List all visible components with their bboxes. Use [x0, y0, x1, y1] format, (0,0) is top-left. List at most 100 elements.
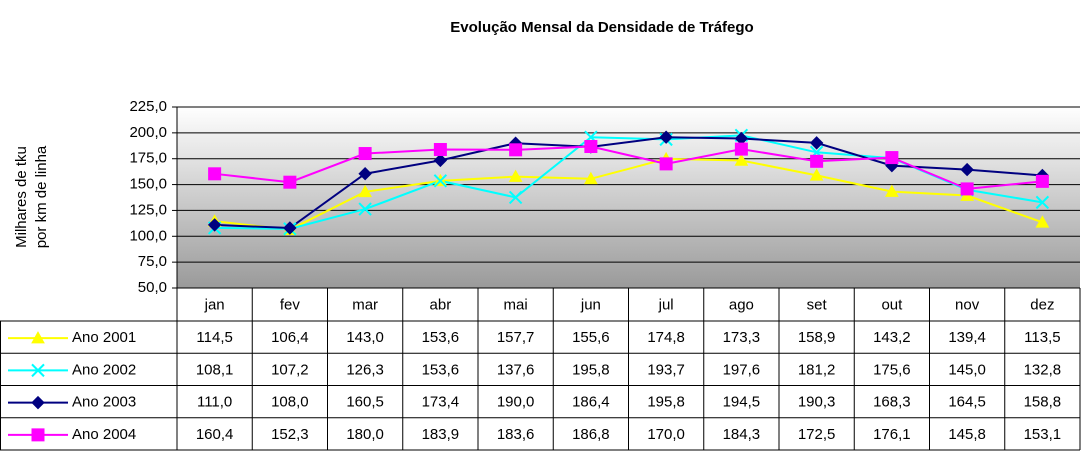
table-value: 137,6 [497, 361, 535, 378]
data-point [810, 154, 824, 168]
x-tick-label: out [881, 296, 903, 313]
table-value: 114,5 [196, 329, 232, 346]
legend-marker [31, 395, 45, 410]
legend-label: Ano 2002 [72, 361, 136, 378]
data-point [584, 140, 598, 154]
table-value: 186,8 [572, 426, 610, 443]
data-point [659, 157, 673, 171]
y-tick-label: 50,0 [138, 279, 167, 296]
data-point [358, 184, 372, 198]
data-point [1035, 195, 1050, 210]
x-tick-label: abr [430, 296, 452, 313]
data-point [358, 147, 372, 161]
y-tick-label: 125,0 [129, 201, 167, 218]
legend-marker [31, 428, 45, 442]
data-point [1035, 215, 1050, 228]
data-point [885, 151, 899, 165]
x-tick-label: jan [204, 296, 225, 313]
data-point [508, 190, 523, 205]
data-point [283, 175, 297, 189]
table-value: 190,0 [497, 394, 535, 411]
table-value: 195,8 [572, 361, 610, 378]
table-value: 113,5 [1024, 329, 1060, 346]
table-value: 183,6 [497, 426, 535, 443]
data-point [433, 153, 448, 168]
table-value: 193,7 [647, 361, 685, 378]
x-tick-label: mar [352, 296, 378, 313]
series-line [214, 157, 1043, 231]
x-tick-label: mai [504, 296, 528, 313]
data-point [734, 142, 748, 156]
table-value: 197,6 [723, 361, 761, 378]
table-value: 183,9 [422, 426, 460, 443]
y-axis-label: por km de linha [33, 145, 50, 248]
table-value: 108,0 [271, 394, 309, 411]
data-point [433, 174, 448, 188]
data-point [358, 202, 372, 216]
table-value: 143,0 [346, 329, 384, 346]
data-point [1035, 174, 1049, 188]
table-value: 126,3 [346, 361, 384, 378]
y-tick-label: 200,0 [129, 124, 167, 141]
table-value: 170,0 [647, 426, 685, 443]
table-value: 174,8 [647, 329, 685, 346]
x-tick-label: set [807, 296, 828, 313]
table-value: 145,0 [948, 361, 986, 378]
chart-title: Evolução Mensal da Densidade de Tráfego [450, 19, 753, 36]
table-value: 184,3 [723, 426, 761, 443]
table-value: 176,1 [873, 426, 911, 443]
table-value: 132,8 [1024, 361, 1062, 378]
table-value: 153,6 [422, 329, 460, 346]
data-point [358, 167, 372, 181]
table-value: 168,3 [873, 394, 911, 411]
legend-label: Ano 2001 [72, 329, 136, 346]
table-value: 158,8 [1024, 394, 1062, 411]
data-point [584, 171, 598, 185]
data-point [433, 143, 447, 157]
data-point [809, 136, 824, 150]
data-point [208, 167, 222, 181]
data-point [508, 169, 523, 182]
table-value: 106,4 [271, 329, 309, 346]
table-value: 180,0 [346, 426, 384, 443]
data-point [659, 130, 673, 144]
x-tick-label: ago [729, 296, 754, 313]
x-tick-label: jun [580, 296, 601, 313]
table-value: 107,2 [271, 361, 309, 378]
table-value: 160,4 [196, 426, 234, 443]
table-value: 139,4 [948, 329, 986, 346]
y-tick-label: 150,0 [129, 176, 167, 193]
series-line [214, 145, 1043, 190]
table-value: 172,5 [798, 426, 836, 443]
plot-area [177, 107, 1080, 288]
table-value: 108,1 [196, 361, 234, 378]
legend-label: Ano 2004 [72, 426, 136, 443]
table-value: 153,1 [1024, 426, 1062, 443]
table-value: 173,4 [422, 394, 460, 411]
table-value: 152,3 [271, 426, 309, 443]
y-axis-label: Milhares de tku [13, 146, 30, 248]
series-line [214, 136, 1043, 230]
table-value: 155,6 [572, 329, 610, 346]
data-point [960, 162, 974, 177]
table-value: 111,0 [197, 394, 232, 411]
y-tick-label: 175,0 [129, 150, 167, 167]
x-tick-label: jul [658, 296, 674, 313]
table-value: 164,5 [948, 394, 986, 411]
legend-marker [31, 331, 45, 344]
data-point [283, 221, 297, 235]
table-value: 173,3 [723, 329, 761, 346]
table-value: 145,8 [948, 426, 986, 443]
data-point [734, 153, 749, 166]
legend-label: Ano 2003 [72, 394, 136, 411]
table-value: 175,6 [873, 361, 911, 378]
table-value: 181,2 [798, 361, 836, 378]
table-value: 143,2 [873, 329, 911, 346]
data-point [809, 168, 824, 181]
table-value: 158,9 [798, 329, 836, 346]
table-value: 190,3 [798, 394, 836, 411]
table-value: 195,8 [647, 394, 685, 411]
y-tick-label: 75,0 [138, 253, 167, 270]
table-value: 186,4 [572, 394, 610, 411]
